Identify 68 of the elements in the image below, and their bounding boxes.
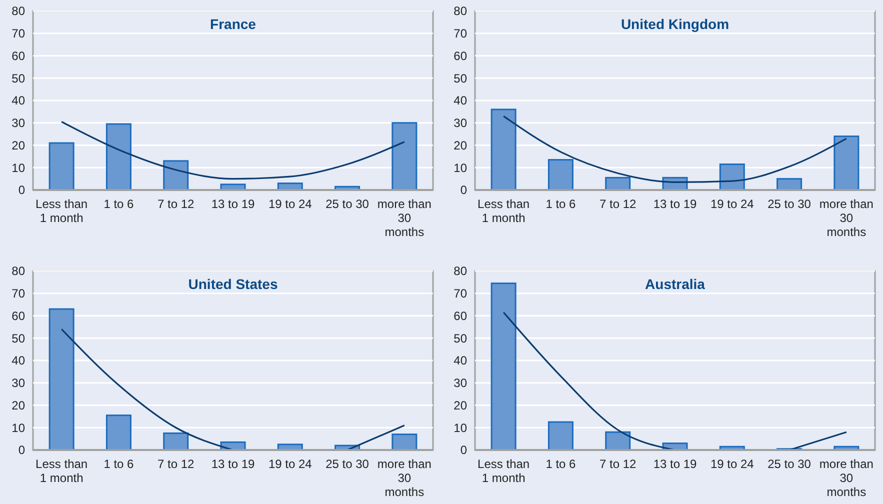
y-tick-label: 50: [12, 331, 26, 346]
y-tick-label: 50: [454, 331, 468, 346]
chart-title: France: [210, 16, 256, 32]
y-tick-label: 70: [454, 26, 468, 41]
x-tick-label: 1 to 6: [546, 197, 576, 211]
y-tick-label: 40: [454, 354, 468, 368]
x-tick-label: 7 to 12: [158, 457, 195, 471]
y-tick-label: 10: [454, 420, 468, 435]
y-tick-label: 50: [12, 71, 26, 86]
x-tick-label: 7 to 12: [158, 197, 195, 211]
x-tick-label: 13 to 19: [211, 457, 256, 471]
chart-title: Australia: [645, 276, 706, 292]
y-tick-label: 0: [460, 443, 468, 458]
x-tick-label: Less than 1 month: [36, 457, 88, 485]
x-tick-label: 7 to 12: [600, 457, 637, 471]
chart-title: United States: [188, 276, 278, 292]
x-tick-label: more than 30 months: [819, 457, 874, 499]
x-tick-label: more than 30 months: [377, 197, 432, 239]
y-tick-label: 20: [12, 398, 26, 412]
x-tick-label: more than 30 months: [819, 197, 874, 239]
y-tick-label: 80: [12, 4, 26, 18]
y-tick-label: 20: [454, 398, 468, 412]
y-tick-label: 0: [18, 443, 26, 458]
x-tick-label: Less than 1 month: [478, 457, 530, 485]
y-tick-label: 50: [454, 71, 468, 86]
x-tick-label: 13 to 19: [211, 197, 256, 211]
y-tick-label: 60: [12, 48, 26, 63]
x-tick-label: 25 to 30: [326, 197, 370, 211]
y-tick-label: 10: [12, 160, 26, 175]
y-tick-label: 30: [454, 376, 468, 390]
x-tick-label: 1 to 6: [104, 457, 134, 471]
y-tick-label: 70: [454, 286, 468, 301]
y-tick-label: 60: [454, 308, 468, 323]
y-tick-label: 80: [12, 264, 26, 278]
y-tick-label: 60: [454, 48, 468, 63]
y-tick-label: 80: [454, 4, 468, 18]
y-tick-label: 40: [12, 354, 26, 368]
x-tick-label: 7 to 12: [600, 197, 637, 211]
x-tick-label: Less than 1 month: [36, 197, 88, 225]
y-tick-label: 80: [454, 264, 468, 278]
x-tick-label: 19 to 24: [710, 457, 754, 471]
y-tick-label: 60: [12, 308, 26, 323]
y-tick-label: 10: [454, 160, 468, 175]
x-tick-label: 13 to 19: [653, 457, 698, 471]
x-tick-label: 19 to 24: [268, 197, 312, 211]
y-tick-label: 10: [12, 420, 26, 435]
x-tick-label: more than 30 months: [377, 457, 432, 499]
y-tick-label: 20: [454, 138, 468, 152]
y-tick-label: 70: [12, 26, 26, 41]
y-tick-label: 30: [12, 116, 26, 130]
x-tick-label: 19 to 24: [710, 197, 754, 211]
chart-title: United Kingdom: [620, 16, 730, 32]
x-tick-label: 1 to 6: [104, 197, 134, 211]
y-tick-label: 0: [18, 183, 26, 198]
y-tick-label: 40: [12, 94, 26, 108]
x-tick-label: 25 to 30: [326, 457, 370, 471]
x-tick-label: Less than 1 month: [478, 197, 530, 225]
y-tick-label: 20: [12, 138, 26, 152]
y-tick-label: 0: [460, 183, 468, 198]
x-tick-label: 1 to 6: [546, 457, 576, 471]
y-tick-label: 40: [454, 94, 468, 108]
x-tick-label: 25 to 30: [768, 197, 812, 211]
y-tick-label: 30: [454, 116, 468, 130]
x-tick-label: 19 to 24: [268, 457, 312, 471]
x-tick-label: 13 to 19: [653, 197, 698, 211]
x-tick-label: 25 to 30: [768, 457, 812, 471]
y-tick-label: 30: [12, 376, 26, 390]
y-tick-label: 70: [12, 286, 26, 301]
